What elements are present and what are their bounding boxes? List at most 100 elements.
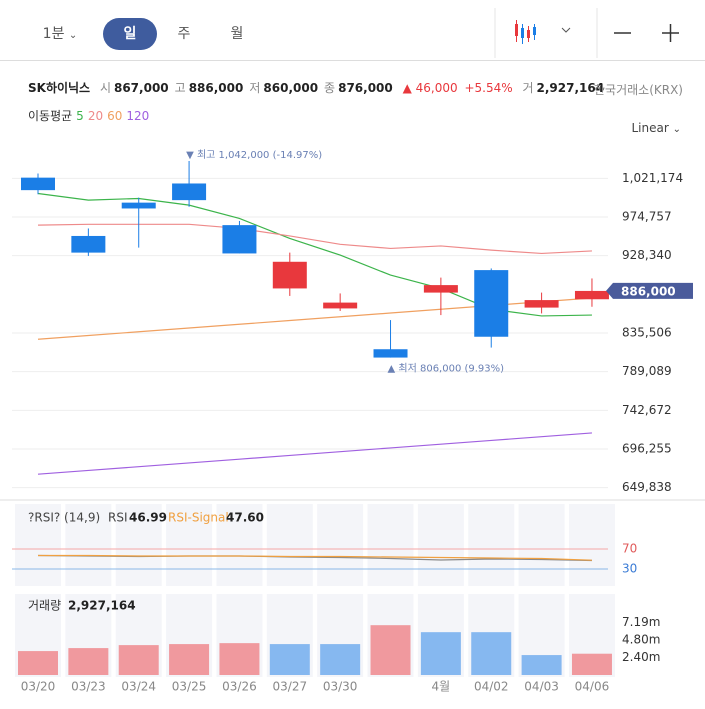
volume-bar <box>521 655 562 675</box>
volume-bar <box>320 644 361 675</box>
stock-name: SK하이닉스 <box>28 81 91 95</box>
tab-label[interactable]: 1분 <box>42 26 65 42</box>
field-value: 867,000 <box>113 81 169 95</box>
volume-bar <box>269 644 310 675</box>
candle-icon[interactable] <box>515 20 536 44</box>
y-tick-label: 1,021,174 <box>622 171 683 185</box>
change-pct: +5.54% <box>464 81 513 95</box>
candle-body <box>474 270 509 337</box>
volume-bar <box>219 643 260 675</box>
legend-item: 20 <box>87 109 104 123</box>
quote-fields: 시 867,000 고 886,000 저 860,000 종 876,000 <box>94 81 393 95</box>
legend-value: 46.99 <box>129 511 167 525</box>
field-label: 고 <box>174 81 186 95</box>
change: ▲ 46,000 <box>402 81 458 95</box>
toolbar: 1분 ⌄ 일 주 월 <box>0 0 705 61</box>
tab[interactable]: 1분 ⌄ <box>42 26 78 42</box>
y-tick-label: 789,089 <box>622 364 672 378</box>
panel-column <box>317 504 364 586</box>
candle-body <box>423 285 458 293</box>
volume-title: 거래량 <box>28 599 61 613</box>
volume-bar <box>169 644 210 675</box>
panel-column <box>266 504 313 586</box>
ma-line <box>37 223 592 255</box>
legend-title: 이동평균 <box>28 109 73 123</box>
quote-header: SK하이닉스 시 867,000 고 886,000 저 860,000 종 876,000 … <box>28 79 604 96</box>
legend-item: 60 <box>107 109 123 123</box>
x-tick-label: 03/26 <box>222 680 257 694</box>
x-tick-label: 03/27 <box>273 680 308 694</box>
field-value: 886,000 <box>188 81 244 95</box>
y-tick-label: 70 <box>622 542 637 556</box>
panel-column <box>468 504 515 586</box>
panel-column <box>568 504 615 586</box>
candle-body <box>323 302 358 309</box>
x-tick-label: 04/03 <box>524 680 559 694</box>
rsi-title: ?RSI? (14,9) <box>28 511 100 525</box>
volume-bar <box>420 632 461 675</box>
candle-body <box>172 183 207 201</box>
legend-item: RSI <box>108 511 128 525</box>
current-price-pill <box>606 282 693 299</box>
candle-body <box>21 177 55 191</box>
volume-bar <box>471 632 512 675</box>
y-tick-label: 928,340 <box>622 248 672 262</box>
candle-body <box>373 349 408 358</box>
x-tick-label: 03/25 <box>172 680 207 694</box>
panel-column <box>115 504 162 586</box>
tab[interactable]: 월 <box>230 26 244 42</box>
scale-label[interactable]: Linear <box>631 121 669 135</box>
legend-value: 47.60 <box>226 511 264 525</box>
candle-body <box>574 290 609 300</box>
volume-bar <box>118 645 159 675</box>
y-tick-label: 742,672 <box>622 403 672 417</box>
tab[interactable]: 일 <box>103 18 157 50</box>
x-tick-label: 03/24 <box>121 680 156 694</box>
y-tick-label: 974,757 <box>622 210 672 224</box>
legend-item: 5 <box>76 109 84 123</box>
panel-column <box>166 504 213 586</box>
dropdown-icon[interactable] <box>561 27 571 33</box>
x-tick-label: 4월 <box>432 680 451 694</box>
ma-legend: 이동평균 5 20 60 120 <box>28 107 149 124</box>
candle-body <box>222 225 257 254</box>
exchange: 한국거래소(KRX) <box>594 83 683 97</box>
panel-column <box>518 504 565 586</box>
volume-value: 2,927,164 <box>536 81 605 95</box>
legend-items: 5 20 60 120 <box>72 109 149 123</box>
min-annotation: ▲ 최저 806,000 (9.93%) <box>388 363 505 375</box>
x-tick-label: 04/06 <box>575 680 610 694</box>
panel-column <box>367 504 414 586</box>
panel-column <box>65 504 112 586</box>
panel-column <box>417 504 464 586</box>
y-tick-label: 649,838 <box>622 480 672 494</box>
field-value: 860,000 <box>263 81 319 95</box>
volume-bar <box>18 651 58 675</box>
max-annotation: ▼ 최고 1,042,000 (-14.97%) <box>186 149 322 161</box>
x-tick-label: 03/30 <box>323 680 358 694</box>
scale-select[interactable]: Linear ⌄ <box>631 121 681 135</box>
panel-column <box>216 504 263 586</box>
ma-line <box>37 432 593 475</box>
volume-bar <box>571 653 612 675</box>
candle-body <box>121 202 156 209</box>
volume-title-value: 2,927,164 <box>68 599 136 613</box>
toolbar-icons <box>494 8 679 58</box>
zoom-in[interactable] <box>662 24 679 42</box>
field-label: 저 <box>249 81 261 95</box>
y-tick-label: 7.19m <box>622 615 660 629</box>
tab[interactable]: 주 <box>177 26 191 42</box>
current-price-label: 886,000 <box>621 284 676 298</box>
volume-bar <box>68 648 109 675</box>
candle-body <box>71 235 106 253</box>
ma-line <box>37 192 592 317</box>
rsi-line <box>38 554 592 561</box>
y-tick-label: 835,506 <box>622 325 672 339</box>
x-tick-label: 03/23 <box>71 680 106 694</box>
volume-label: 거 <box>522 81 534 95</box>
y-tick-label: 2.40m <box>622 650 660 664</box>
field-label: 종 <box>324 81 336 95</box>
y-tick-label: 4.80m <box>622 633 660 647</box>
